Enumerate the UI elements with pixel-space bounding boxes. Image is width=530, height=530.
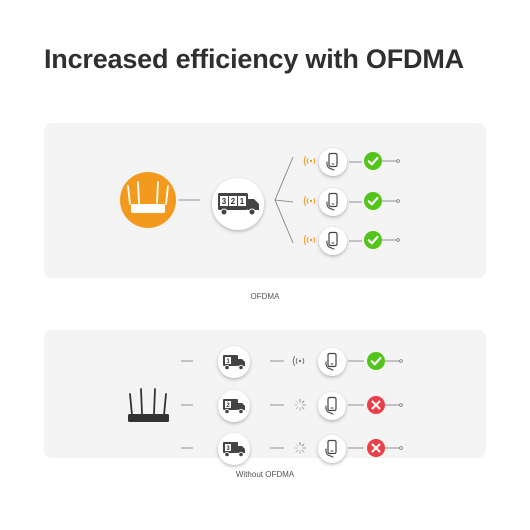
cargo-label: 3 (226, 446, 230, 452)
ofdma-panel (44, 123, 486, 278)
without-router (128, 388, 169, 422)
ofdma-device-row-1 (303, 148, 400, 176)
check-icon (362, 150, 384, 172)
router-badge (120, 172, 176, 228)
ofdma-truck: 3 2 1 (212, 178, 264, 230)
wifi-signal-icon (303, 235, 316, 245)
loading-spinner-icon (294, 399, 306, 411)
device-badge (319, 227, 347, 255)
device-badge (318, 348, 346, 376)
device-badge (319, 148, 347, 176)
ofdma-device-row-3 (303, 227, 400, 255)
without-ofdma-panel (44, 330, 486, 458)
cross-icon (366, 438, 386, 458)
cargo-label-1: 3 (222, 197, 227, 206)
without-lane-2: 2 (181, 390, 403, 422)
cargo-label: 2 (226, 403, 230, 409)
wifi-signal-icon (303, 196, 316, 206)
device-badge (319, 188, 347, 216)
cargo-label-2: 2 (231, 197, 236, 206)
check-icon (365, 350, 387, 372)
ofdma-device-row-2 (303, 188, 400, 216)
wifi-signal-icon (303, 156, 316, 166)
loading-spinner-icon (294, 442, 306, 454)
cargo-label-3: 1 (240, 197, 245, 206)
check-icon (362, 229, 384, 251)
device-badge (318, 392, 346, 420)
wifi-router-icon (128, 388, 169, 422)
without-lane-3: 3 (181, 433, 403, 465)
cross-icon (366, 395, 386, 415)
ofdma-caption: OFDMA (250, 292, 280, 301)
page-title: Increased efficiency with OFDMA (44, 44, 464, 74)
cargo-label: 1 (226, 359, 230, 365)
truck-icon (218, 193, 259, 216)
without-lane-1: 1 (181, 346, 403, 378)
fan-out-lines (274, 156, 294, 244)
wifi-signal-icon (292, 356, 305, 366)
without-ofdma-caption: Without OFDMA (235, 470, 295, 479)
ofdma-router (120, 172, 176, 228)
device-badge (318, 435, 346, 463)
wifi-router-icon (127, 181, 169, 213)
check-icon (362, 190, 384, 212)
